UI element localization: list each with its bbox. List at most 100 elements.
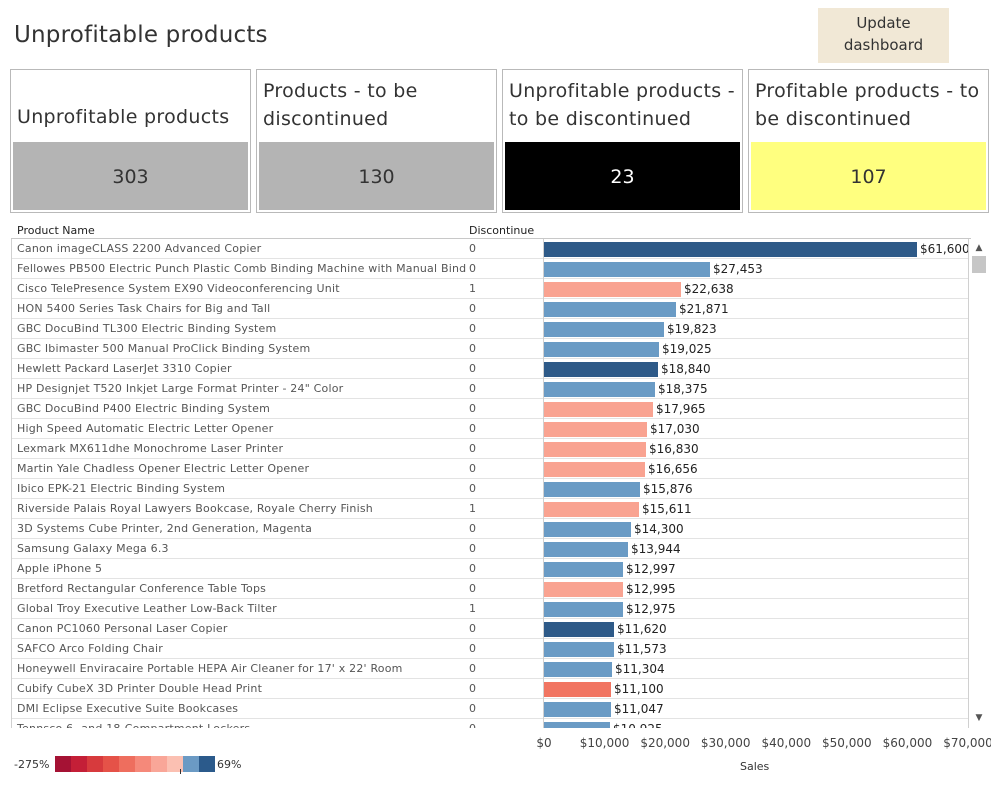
table-row[interactable]: Lexmark MX611dhe Monochrome Laser Printe… <box>11 439 968 459</box>
table-row[interactable]: Hewlett Packard LaserJet 3310 Copier 0 $18… <box>11 359 968 379</box>
column-header-discontinue[interactable]: Discontinue <box>469 224 535 237</box>
table-row[interactable]: Samsung Galaxy Mega 6.3 0 $13,944 <box>11 539 968 559</box>
table-row[interactable]: 3D Systems Cube Printer, 2nd Generation,… <box>11 519 968 539</box>
sales-bar[interactable] <box>544 622 614 637</box>
table-row[interactable]: SAFCO Arco Folding Chair 0 $11,573 <box>11 639 968 659</box>
table-row[interactable]: Cubify CubeX 3D Printer Double Head Prin… <box>11 679 968 699</box>
product-name: DMI Eclipse Executive Suite Bookcases <box>17 702 239 715</box>
sales-bar[interactable] <box>544 262 710 277</box>
sales-data-label: $19,025 <box>662 342 712 356</box>
sales-bar[interactable] <box>544 722 610 728</box>
chart-zero-axis <box>543 239 544 728</box>
table-row[interactable]: DMI Eclipse Executive Suite Bookcases 0 $1… <box>11 699 968 719</box>
update-dashboard-button[interactable]: Update dashboard <box>818 8 949 63</box>
discontinue-flag: 0 <box>469 402 476 415</box>
product-name: Martin Yale Chadless Opener Electric Let… <box>17 462 310 475</box>
table-row[interactable]: HP Designjet T520 Inkjet Large Format Pr… <box>11 379 968 399</box>
product-name: Cisco TelePresence System EX90 Videoconf… <box>17 282 340 295</box>
kpi-label-line2: to be discontinued <box>509 108 692 130</box>
sales-data-label: $18,840 <box>661 362 711 376</box>
sales-data-label: $11,100 <box>614 682 664 696</box>
table-row[interactable]: Bretford Rectangular Conference Table To… <box>11 579 968 599</box>
table-row[interactable]: Apple iPhone 5 0 $12,997 <box>11 559 968 579</box>
table-row[interactable]: GBC DocuBind TL300 Electric Binding Syst… <box>11 319 968 339</box>
sales-bar[interactable] <box>544 242 917 257</box>
table-row[interactable]: HON 5400 Series Task Chairs for Big and … <box>11 299 968 319</box>
table-row[interactable]: GBC Ibimaster 500 Manual ProClick Bindin… <box>11 339 968 359</box>
sales-data-label: $22,638 <box>684 282 734 296</box>
discontinue-flag: 0 <box>469 422 476 435</box>
sales-data-label: $18,375 <box>658 382 708 396</box>
product-name: High Speed Automatic Electric Letter Ope… <box>17 422 274 435</box>
product-bar-table: Canon imageCLASS 2200 Advanced Copier 0 $6… <box>11 239 968 728</box>
table-row[interactable]: Global Troy Executive Leather Low-Back T… <box>11 599 968 619</box>
legend-swatch <box>87 756 103 772</box>
sales-bar[interactable] <box>544 502 639 517</box>
discontinue-flag: 0 <box>469 462 476 475</box>
scroll-down-icon[interactable]: ▼ <box>975 713 983 723</box>
sales-bar[interactable] <box>544 342 659 357</box>
table-row[interactable]: Fellowes PB500 Electric Punch Plastic Co… <box>11 259 968 279</box>
sales-bar[interactable] <box>544 702 611 717</box>
sales-bar[interactable] <box>544 422 647 437</box>
sales-bar[interactable] <box>544 482 640 497</box>
sales-bar[interactable] <box>544 682 611 697</box>
legend-swatch <box>183 756 199 772</box>
scroll-thumb[interactable] <box>972 256 986 273</box>
table-row[interactable]: Riverside Palais Royal Lawyers Bookcase,… <box>11 499 968 519</box>
table-row[interactable]: GBC DocuBind P400 Electric Binding Syste… <box>11 399 968 419</box>
x-tick-label: $40,000 <box>761 736 812 750</box>
table-row[interactable]: Honeywell Enviracaire Portable HEPA Air … <box>11 659 968 679</box>
scroll-up-icon[interactable]: ▲ <box>975 243 983 253</box>
kpi-card-unprofitable-discontinued: Unprofitable products - to be discontinu… <box>502 69 743 213</box>
sales-bar[interactable] <box>544 542 628 557</box>
product-name: GBC Ibimaster 500 Manual ProClick Bindin… <box>17 342 311 355</box>
sales-bar[interactable] <box>544 282 681 297</box>
table-row[interactable]: Cisco TelePresence System EX90 Videoconf… <box>11 279 968 299</box>
sales-bar[interactable] <box>544 642 614 657</box>
product-name: SAFCO Arco Folding Chair <box>17 642 163 655</box>
sales-bar[interactable] <box>544 602 623 617</box>
x-tick-label: $0 <box>536 736 552 750</box>
table-row[interactable]: Tennsco 6- and 18-Compartment Lockers 0 $1… <box>11 719 968 728</box>
sales-data-label: $17,030 <box>650 422 700 436</box>
sales-bar[interactable] <box>544 402 653 417</box>
sales-bar[interactable] <box>544 322 664 337</box>
table-row[interactable]: Canon imageCLASS 2200 Advanced Copier 0 $6… <box>11 239 968 259</box>
discontinue-flag: 0 <box>469 522 476 535</box>
column-header-product-name[interactable]: Product Name <box>17 224 95 237</box>
sales-bar[interactable] <box>544 562 623 577</box>
table-row[interactable]: High Speed Automatic Electric Letter Ope… <box>11 419 968 439</box>
kpi-card-unprofitable: Unprofitable products 303 <box>10 69 251 213</box>
vertical-scrollbar[interactable]: ▲ ▼ <box>971 239 987 728</box>
sales-bar[interactable] <box>544 522 631 537</box>
kpi-label-line2: be discontinued <box>755 108 912 130</box>
product-name: HON 5400 Series Task Chairs for Big and … <box>17 302 271 315</box>
product-name: Ibico EPK-21 Electric Binding System <box>17 482 226 495</box>
table-row[interactable]: Ibico EPK-21 Electric Binding System 0 $15… <box>11 479 968 499</box>
sales-bar[interactable] <box>544 582 623 597</box>
sales-bar[interactable] <box>544 442 646 457</box>
product-name: Honeywell Enviracaire Portable HEPA Air … <box>17 662 403 675</box>
sales-bar[interactable] <box>544 362 658 377</box>
sales-data-label: $21,871 <box>679 302 729 316</box>
discontinue-flag: 1 <box>469 602 476 615</box>
legend-swatch <box>55 756 71 772</box>
sales-data-label: $15,876 <box>643 482 693 496</box>
product-name: GBC DocuBind P400 Electric Binding Syste… <box>17 402 270 415</box>
legend-swatch <box>135 756 151 772</box>
sales-bar[interactable] <box>544 302 676 317</box>
table-row[interactable]: Martin Yale Chadless Opener Electric Let… <box>11 459 968 479</box>
sales-bar[interactable] <box>544 462 645 477</box>
table-row[interactable]: Canon PC1060 Personal Laser Copier 0 $11,6… <box>11 619 968 639</box>
discontinue-flag: 1 <box>469 502 476 515</box>
product-name: Lexmark MX611dhe Monochrome Laser Printe… <box>17 442 284 455</box>
sales-data-label: $16,656 <box>648 462 698 476</box>
sales-data-label: $61,600 <box>920 242 968 256</box>
product-name: Cubify CubeX 3D Printer Double Head Prin… <box>17 682 263 695</box>
sales-data-label: $14,300 <box>634 522 684 536</box>
sales-bar[interactable] <box>544 382 655 397</box>
kpi-card-to-be-discontinued: Products - to be discontinued 130 <box>256 69 497 213</box>
sales-bar[interactable] <box>544 662 612 677</box>
discontinue-flag: 0 <box>469 722 476 728</box>
